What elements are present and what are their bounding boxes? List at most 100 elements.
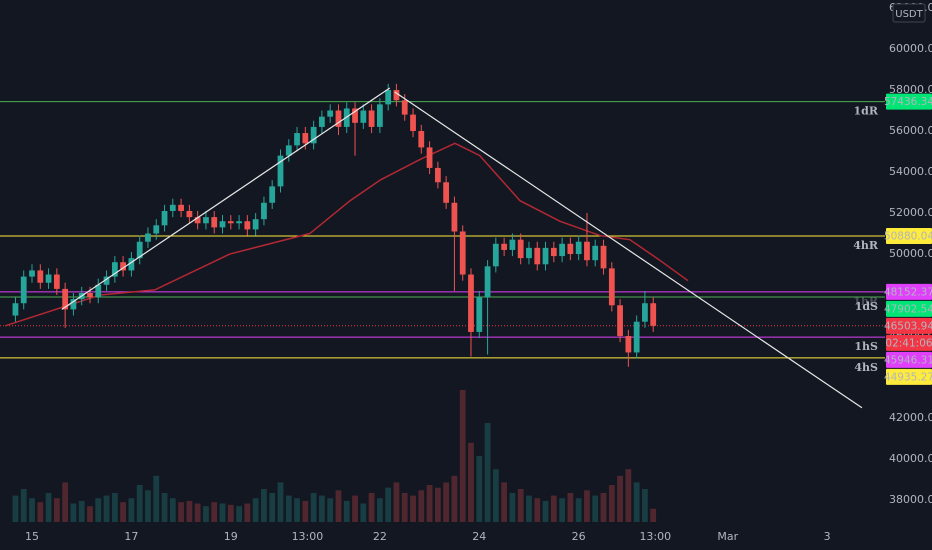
candle-body (169, 204, 176, 211)
volume-bar (451, 475, 458, 522)
candle-body (592, 245, 599, 261)
volume-bar (327, 498, 334, 522)
candle-body (534, 247, 541, 265)
candle-body (418, 131, 425, 148)
candle-body (584, 241, 590, 261)
candle-body (244, 221, 251, 230)
candle-body (509, 239, 516, 250)
candle-body (111, 262, 118, 277)
candle-body (368, 110, 375, 127)
price-tag (886, 227, 932, 244)
y-tick-label: 50000.00 (889, 247, 932, 260)
volume-bar (608, 485, 615, 522)
volume-bar (103, 495, 110, 522)
volume-bar (277, 482, 284, 522)
candle-body (468, 274, 474, 332)
candle-body (501, 243, 508, 250)
candle-body (186, 210, 193, 218)
candle-body (443, 182, 450, 203)
volume-bar (12, 495, 19, 522)
candle-body (650, 303, 657, 326)
volume-bar (236, 506, 242, 522)
candle-body (608, 268, 615, 306)
candle-body (128, 258, 135, 271)
volume-bar (352, 495, 358, 522)
volume-bar (203, 506, 209, 522)
price-tag-label: 47902.54 (884, 303, 932, 315)
price-tag (886, 334, 932, 351)
currency-box[interactable] (892, 3, 926, 23)
volume-bar (410, 495, 416, 522)
volume-bar (393, 482, 400, 522)
volume-bar (368, 492, 375, 522)
currency: USDT (895, 9, 923, 20)
volume-bar (542, 500, 549, 522)
volume-bar (534, 498, 541, 522)
x-tick-label: 13:00 (639, 530, 671, 543)
candle-body (476, 297, 483, 332)
candle-body (393, 90, 400, 101)
price-tag (886, 368, 932, 385)
volume-bar (360, 503, 367, 522)
volume-bar (633, 482, 640, 522)
x-tick-label: 26 (572, 530, 586, 543)
y-tick-label: 56000.00 (889, 124, 932, 137)
volume-bar (78, 500, 85, 522)
candle-body (459, 231, 466, 275)
volume-bar (111, 492, 118, 522)
candle-body (95, 284, 102, 298)
candle-body (526, 247, 532, 259)
volume-bar (476, 456, 483, 522)
volume-bar (261, 489, 267, 522)
x-tick-label: 15 (25, 530, 39, 543)
candle-body (203, 217, 209, 224)
trend-line (61, 87, 391, 310)
volume-bar (426, 485, 433, 522)
volume-bar (145, 490, 151, 522)
volume-bar (575, 498, 582, 522)
candle-body (376, 104, 383, 127)
candle-body (385, 90, 392, 105)
candle-body (310, 126, 317, 144)
price-tag (886, 351, 932, 368)
volume-bar (219, 503, 226, 522)
candle-body (633, 321, 640, 353)
volume-bar (600, 492, 607, 522)
candle-body (120, 262, 126, 271)
price-tag-label: 57436.34 (884, 96, 932, 108)
candle-body (617, 305, 623, 337)
candle-body (318, 116, 325, 127)
y-tick-label: 58000.00 (889, 83, 932, 96)
volume-bar (434, 487, 441, 522)
y-tick-label: 38000.00 (889, 493, 932, 506)
candle-body (261, 202, 267, 220)
volume-bar (194, 503, 201, 522)
candle-body (53, 274, 60, 289)
trend-line (394, 91, 863, 409)
candle-body (153, 225, 160, 234)
candle-body (484, 266, 491, 298)
volume-bar (211, 502, 218, 522)
volume-bar (285, 495, 292, 522)
volume-bar (509, 492, 516, 522)
volume-bar (153, 475, 160, 522)
candle-body (401, 100, 408, 115)
volume-bar (376, 498, 383, 522)
volume-bar (468, 442, 474, 522)
candle-body (492, 243, 499, 267)
candle-body (252, 219, 259, 230)
candle-body (62, 288, 69, 310)
volume-bar (550, 495, 557, 522)
level-label: 1dR (854, 105, 879, 118)
volume-bar (459, 390, 466, 522)
price-tag-label: 02:41:06 (885, 337, 932, 349)
volume-bar (642, 489, 648, 522)
candle-body (12, 303, 19, 316)
level-label: 1dS (855, 300, 878, 313)
candle-body (285, 145, 292, 156)
candle-body (178, 204, 184, 211)
level-label: 4hR (853, 239, 879, 252)
volume-bar (186, 500, 193, 522)
candle-body (294, 133, 300, 146)
